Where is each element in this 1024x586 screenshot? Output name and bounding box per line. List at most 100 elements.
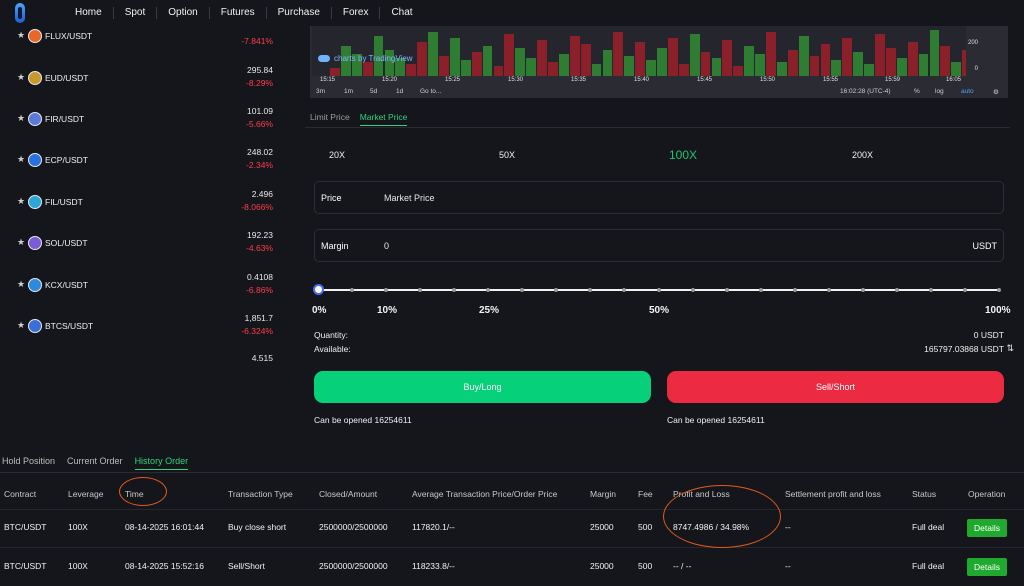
time-tick-label: 15:25 (445, 77, 461, 83)
nav-futures[interactable]: Futures (220, 7, 255, 18)
pair-change: -6.86% (246, 285, 273, 295)
gear-icon[interactable]: ⚙ (993, 89, 999, 96)
candle-bar (875, 34, 885, 76)
interval-1m[interactable]: 1m (344, 88, 354, 95)
pair-row[interactable]: ★ FIR/USDT 101.09 -5.66% (0, 101, 282, 142)
percent-scale-toggle[interactable]: % (914, 88, 920, 95)
candle-bar (482, 46, 493, 76)
slider-label-50[interactable]: 50% (649, 305, 670, 316)
time-tick-label: 15:15 (320, 77, 336, 83)
pair-row[interactable]: ★ KCX/USDT 0.4108 -6.86% (0, 267, 282, 308)
time-tick-label: 15:45 (697, 77, 713, 83)
pair-row[interactable]: ★ FLUX/USDT -7.841% (0, 26, 282, 59)
tab-history-order[interactable]: History Order (134, 456, 189, 470)
favorite-star-icon[interactable]: ★ (17, 279, 26, 289)
slider-label-100[interactable]: 100% (985, 305, 1011, 316)
candle-bar (373, 36, 384, 76)
time-tick-label: 15:35 (571, 77, 587, 83)
tab-limit-price[interactable]: Limit Price (310, 112, 350, 122)
favorite-star-icon[interactable]: ★ (17, 113, 26, 123)
time-tick-label: 15:20 (382, 77, 398, 83)
pair-row[interactable]: ★ ECP/USDT 248.02 -2.34% (0, 142, 282, 183)
table-cell: Full deal (912, 561, 945, 571)
candle-bar (449, 38, 460, 76)
slider-label-25[interactable]: 25% (479, 305, 500, 316)
goto-button[interactable]: Go to... (420, 88, 442, 95)
candle-bar (787, 50, 798, 76)
candle-bar (798, 36, 809, 76)
table-cell: 25000 (590, 561, 614, 571)
transfer-icon[interactable]: ⇅ (1006, 343, 1014, 353)
favorite-star-icon[interactable]: ★ (17, 154, 26, 164)
favorite-star-icon[interactable]: ★ (17, 30, 26, 40)
tradingview-attribution[interactable]: charts by TradingView (318, 54, 413, 63)
leverage-20x[interactable]: 20X (329, 150, 346, 160)
candle-area[interactable] (312, 26, 966, 76)
details-button[interactable]: Details (967, 558, 1007, 576)
nav-spot[interactable]: Spot (124, 7, 146, 18)
slider-handle[interactable] (313, 284, 324, 295)
pair-price: 192.23 (247, 230, 273, 240)
pair-row[interactable]: ★ BTCS/USDT 1,851.7 -6.324% (0, 308, 282, 349)
tab-market-price[interactable]: Market Price (359, 112, 408, 126)
favorite-star-icon[interactable]: ★ (17, 196, 26, 206)
slider-tick (860, 288, 865, 292)
slider-label-0[interactable]: 0% (312, 305, 327, 316)
nav-home[interactable]: Home (75, 7, 102, 18)
log-scale-toggle[interactable]: log (935, 88, 944, 95)
candle-bar (602, 50, 613, 76)
pair-row[interactable]: 4.515 (0, 348, 282, 366)
favorite-star-icon[interactable]: ★ (17, 72, 26, 82)
margin-input[interactable]: 0 (384, 241, 390, 251)
table-cell: Sell/Short (228, 561, 265, 571)
price-chart[interactable]: charts by TradingView 200 0 15:15 15:20 15… (310, 26, 1008, 98)
buy-long-button[interactable]: Buy/Long (314, 371, 651, 403)
pair-price: 1,851.7 (244, 313, 273, 323)
candle-bar (951, 62, 962, 76)
interval-5d[interactable]: 5d (370, 88, 378, 95)
table-cell: 08-14-2025 16:01:44 (125, 522, 204, 532)
details-button[interactable]: Details (967, 519, 1007, 537)
interval-1d[interactable]: 1d (396, 88, 404, 95)
leverage-200x[interactable]: 200X (852, 150, 874, 160)
nav-forex[interactable]: Forex (342, 7, 369, 18)
pair-row[interactable]: ★ SOL/USDT 192.23 -4.63% (0, 225, 282, 266)
pair-change: -5.66% (246, 119, 273, 129)
candle-bar (907, 42, 918, 76)
leverage-50x[interactable]: 50X (499, 150, 516, 160)
interval-3m[interactable]: 3m (316, 88, 326, 95)
candle-bar (744, 46, 755, 76)
tab-hold-position[interactable]: Hold Position (2, 456, 56, 466)
favorite-star-icon[interactable]: ★ (17, 237, 26, 247)
margin-field[interactable]: Margin 0 USDT (314, 229, 1004, 262)
leverage-100x[interactable]: 100X (669, 148, 698, 162)
nav-option[interactable]: Option (168, 7, 198, 18)
pair-row[interactable]: ★ EUD/USDT 295.84 -8.29% (0, 60, 282, 101)
candle-bar (776, 62, 787, 76)
time-tick-label: 15:50 (760, 77, 776, 83)
sell-short-button[interactable]: Sell/Short (667, 371, 1004, 403)
pair-name: KCX/USDT (45, 280, 88, 290)
margin-slider[interactable] (313, 284, 1001, 295)
slider-tick (452, 288, 457, 292)
pair-price: 2.496 (251, 189, 273, 199)
slider-label-10[interactable]: 10% (377, 305, 398, 316)
quantity-label: Quantity: (314, 330, 349, 340)
tab-current-order[interactable]: Current Order (67, 456, 123, 466)
pair-row[interactable]: ★ FIL/USDT 2.496 -8.066% (0, 184, 282, 225)
price-field[interactable]: Price Market Price (314, 181, 1004, 214)
column-header: Leverage (68, 489, 104, 499)
favorite-star-icon[interactable]: ★ (17, 320, 26, 330)
slider-tick (384, 288, 389, 292)
auto-scale-toggle[interactable]: auto (961, 88, 974, 95)
logo-icon[interactable] (13, 3, 27, 23)
pair-change: -8.066% (241, 202, 273, 212)
row-divider (0, 509, 1024, 510)
annotation-circle (663, 485, 781, 548)
slider-tick (724, 288, 729, 292)
coin-icon (28, 319, 42, 333)
column-header: Operation (968, 489, 1006, 499)
nav-chat[interactable]: Chat (391, 7, 413, 18)
pair-change: -6.324% (241, 326, 273, 336)
nav-purchase[interactable]: Purchase (277, 7, 320, 18)
